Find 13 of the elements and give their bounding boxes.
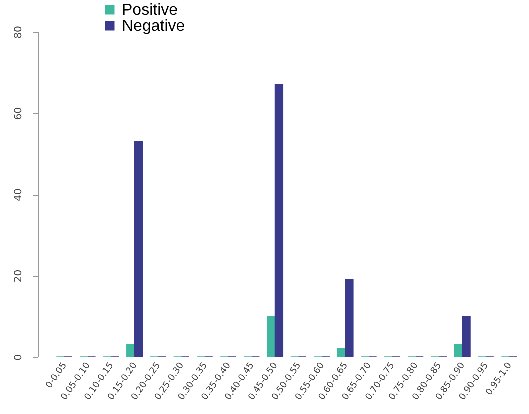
bar [126, 344, 136, 358]
bar [274, 84, 284, 358]
y-tick-label: 0 [14, 354, 24, 361]
legend-label: Negative [122, 18, 186, 35]
bar [345, 279, 354, 358]
y-tick-label: 60 [14, 107, 24, 120]
bar [134, 141, 144, 358]
y-tick-label: 40 [14, 188, 24, 202]
bar [267, 316, 276, 358]
legend-label: Positive [122, 2, 178, 19]
y-tick-label: 80 [14, 26, 24, 39]
bar [462, 316, 471, 358]
y-tick-label: 20 [14, 270, 24, 283]
